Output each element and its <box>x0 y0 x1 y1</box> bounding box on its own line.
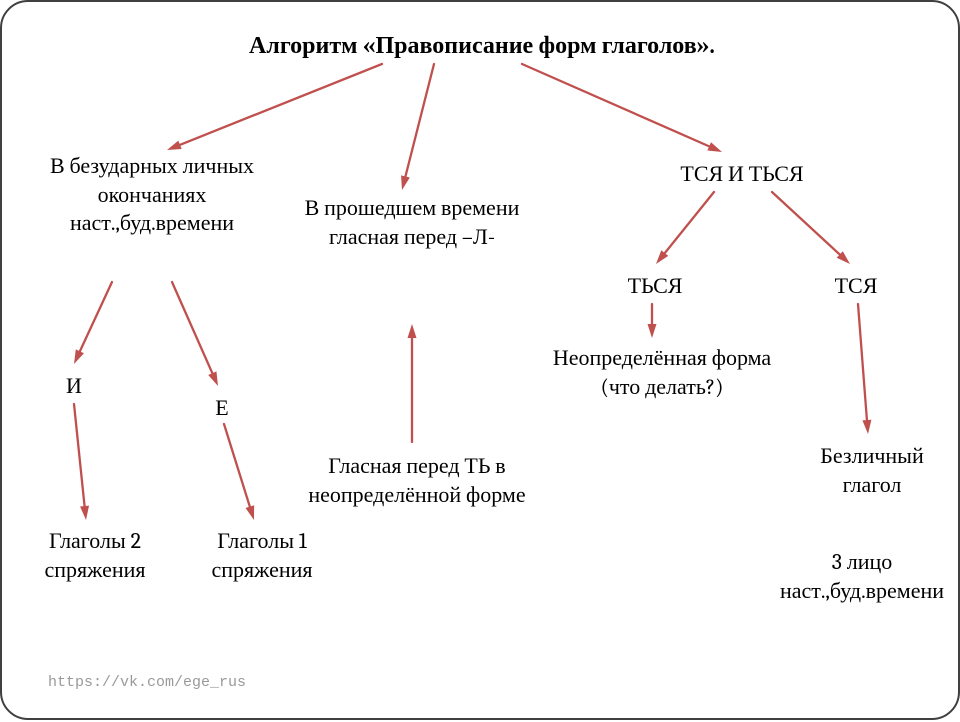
arrowhead-left-to-e <box>208 371 218 386</box>
arrowhead-tsya1-to-neop <box>648 324 657 338</box>
arrowhead-gls-to-mid <box>408 324 417 338</box>
arrow-title-to-left <box>175 64 382 147</box>
arrow-tsya2-to-bez <box>858 304 867 426</box>
node-gls: Гласная перед ТЬ в неопределённой форме <box>302 452 532 509</box>
arrowhead-e-to-gl1 <box>246 505 255 520</box>
arrow-right-to-tsya2 <box>772 192 844 258</box>
node-e: Е <box>202 394 242 423</box>
diagram-frame: Алгоритм «Правописание форм глаголов». В… <box>0 0 960 720</box>
arrowhead-title-to-left <box>167 141 182 150</box>
node-mid: В прошедшем времени гласная перед –Л- <box>302 194 522 251</box>
node-tsya1: ТЬСЯ <box>610 272 700 301</box>
node-tsya2: ТСЯ <box>816 272 896 301</box>
node-gl1: Глаголы 1 спряжения <box>177 527 347 584</box>
node-i: И <box>54 372 94 401</box>
arrowhead-left-to-i <box>74 349 84 364</box>
arrowhead-title-to-right <box>707 142 722 152</box>
footer-link: https://vk.com/ege_rus <box>48 674 246 691</box>
node-gl2: Глаголы 2 спряжения <box>10 527 180 584</box>
arrowhead-right-to-tsya1 <box>656 250 668 264</box>
arrowhead-title-to-mid <box>401 175 410 190</box>
node-3l: 3 лицо наст.,буд.времени <box>762 548 960 605</box>
arrow-left-to-i <box>78 282 112 356</box>
node-right: ТСЯ И ТЬСЯ <box>642 160 842 189</box>
node-left: В безударных личных окончаниях наст.,буд… <box>22 152 282 238</box>
arrow-right-to-tsya1 <box>661 192 714 257</box>
arrowhead-i-to-gl2 <box>80 506 89 520</box>
title: Алгоритм «Правописание форм глаголов». <box>162 30 802 61</box>
arrowhead-right-to-tsya2 <box>837 251 850 264</box>
arrow-title-to-right <box>522 64 714 149</box>
arrow-i-to-gl2 <box>74 404 85 512</box>
arrow-left-to-e <box>172 282 215 378</box>
node-neop: Неопределённая форма (что делать?) <box>532 344 792 401</box>
arrow-title-to-mid <box>404 64 434 182</box>
node-bez: Безличный глагол <box>792 442 952 499</box>
arrowhead-tsya2-to-bez <box>862 420 871 434</box>
arrow-layer <box>2 2 960 722</box>
arrow-e-to-gl1 <box>224 424 251 512</box>
